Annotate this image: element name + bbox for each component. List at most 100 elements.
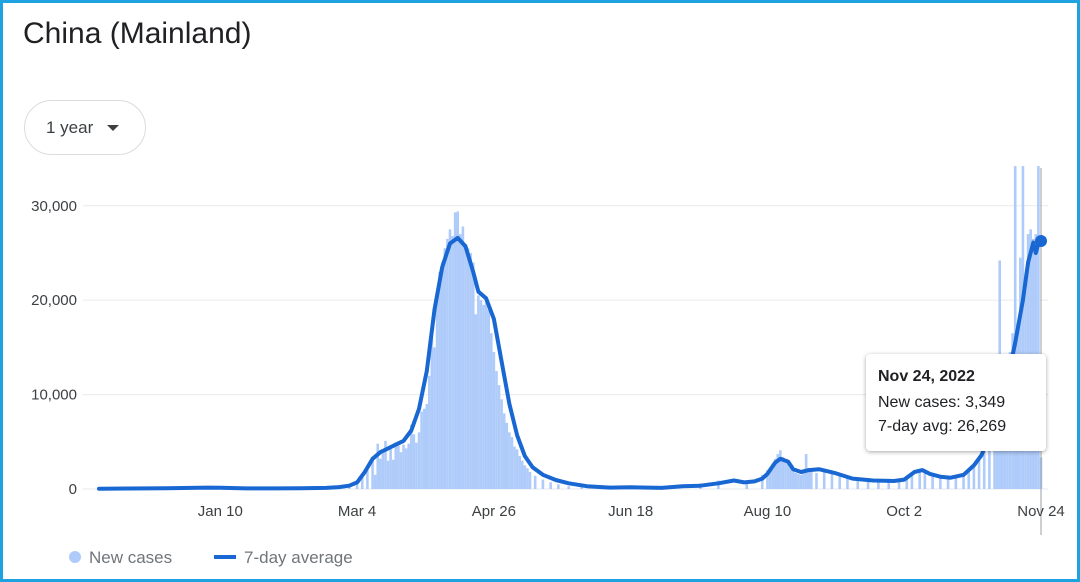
bar bbox=[946, 477, 950, 489]
bar bbox=[810, 471, 813, 489]
bar bbox=[967, 470, 971, 489]
x-tick-label: Aug 10 bbox=[744, 503, 792, 520]
bar bbox=[360, 477, 364, 489]
bar bbox=[430, 337, 434, 489]
time-range-dropdown[interactable]: 1 year bbox=[24, 100, 146, 155]
tooltip-average: 7-day avg: 26,269 bbox=[878, 418, 1007, 435]
bar bbox=[786, 462, 790, 489]
bar bbox=[838, 474, 841, 489]
bar bbox=[451, 235, 454, 489]
bar bbox=[794, 472, 798, 489]
bar bbox=[887, 480, 891, 489]
legend: New cases 7-day average bbox=[69, 548, 353, 567]
y-axis-labels: 0 10,000 20,000 30,000 bbox=[31, 198, 77, 498]
bar bbox=[799, 474, 803, 489]
bar bbox=[513, 446, 516, 489]
bar bbox=[1013, 166, 1017, 490]
bar bbox=[557, 484, 560, 489]
x-axis-labels: Jan 10 Mar 4 Apr 26 Jun 18 Aug 10 Oct 2 Nov 24 bbox=[198, 503, 1065, 520]
bar bbox=[391, 459, 395, 489]
bar bbox=[435, 295, 439, 489]
bar bbox=[791, 471, 795, 489]
tooltip-new-cases: New cases: 3,349 bbox=[878, 394, 1006, 411]
bar bbox=[766, 470, 769, 489]
seven-day-average-line bbox=[97, 235, 1043, 491]
bar bbox=[379, 458, 382, 489]
bar bbox=[549, 482, 552, 489]
bar bbox=[407, 443, 410, 489]
bar bbox=[797, 473, 800, 489]
hover-point bbox=[1035, 234, 1047, 247]
bar bbox=[781, 456, 785, 489]
bar bbox=[415, 442, 418, 489]
bar bbox=[789, 465, 792, 489]
bar bbox=[776, 454, 780, 489]
x-tick-label: Nov 24 bbox=[1017, 503, 1065, 520]
bar bbox=[822, 472, 826, 489]
bar bbox=[397, 445, 400, 489]
bar bbox=[972, 466, 976, 489]
x-tick-label: Oct 2 bbox=[886, 503, 922, 520]
bar bbox=[495, 370, 498, 489]
bar bbox=[745, 481, 749, 489]
bar bbox=[773, 458, 777, 489]
bar bbox=[1037, 166, 1040, 490]
bar bbox=[448, 229, 452, 489]
bar bbox=[404, 448, 408, 489]
bar bbox=[482, 304, 485, 489]
bar bbox=[420, 411, 423, 489]
bar bbox=[856, 478, 860, 489]
bar bbox=[508, 432, 511, 489]
bar bbox=[464, 243, 467, 489]
bar bbox=[402, 444, 405, 489]
bar bbox=[779, 450, 782, 489]
bar bbox=[500, 399, 503, 489]
bar bbox=[484, 300, 488, 489]
bar bbox=[830, 473, 834, 489]
legend-line-swatch bbox=[214, 555, 236, 559]
bar bbox=[428, 375, 431, 489]
bar bbox=[523, 465, 527, 489]
bar bbox=[456, 211, 460, 489]
bar bbox=[399, 452, 403, 489]
bar bbox=[492, 352, 496, 489]
bar bbox=[355, 483, 359, 489]
cases-chart[interactable]: 0 10,000 20,000 30,000 Jan 10 Mar 4 Apr 26 Jun… bbox=[3, 3, 1077, 579]
time-range-label: 1 year bbox=[46, 117, 94, 137]
bar bbox=[515, 449, 519, 489]
bar bbox=[417, 432, 421, 489]
bar bbox=[518, 455, 521, 489]
bar bbox=[433, 347, 436, 489]
bar bbox=[962, 473, 965, 489]
legend-bars-swatch bbox=[69, 551, 81, 563]
bar bbox=[376, 443, 380, 489]
bar bbox=[815, 472, 818, 489]
bar bbox=[471, 262, 475, 489]
bar bbox=[931, 474, 934, 489]
bar bbox=[459, 234, 462, 489]
y-tick-label: 30,000 bbox=[31, 198, 77, 215]
bar bbox=[988, 434, 991, 489]
bar bbox=[807, 469, 811, 489]
bar bbox=[528, 472, 532, 489]
bar bbox=[954, 476, 958, 489]
bar bbox=[918, 470, 922, 489]
bar bbox=[760, 474, 764, 489]
x-tick-label: Jun 18 bbox=[608, 503, 653, 520]
bar bbox=[939, 476, 942, 489]
bar bbox=[477, 295, 480, 489]
legend-bars-label: New cases bbox=[89, 548, 172, 567]
bar bbox=[877, 481, 880, 489]
bar bbox=[440, 262, 444, 489]
bar bbox=[897, 479, 901, 489]
bar bbox=[977, 460, 981, 489]
bar bbox=[580, 487, 583, 489]
bar bbox=[489, 333, 493, 489]
bar bbox=[510, 437, 514, 489]
y-tick-label: 20,000 bbox=[31, 292, 77, 309]
x-tick-label: Apr 26 bbox=[472, 503, 516, 520]
bar bbox=[409, 424, 413, 489]
bar bbox=[846, 476, 849, 489]
bar bbox=[526, 468, 529, 489]
